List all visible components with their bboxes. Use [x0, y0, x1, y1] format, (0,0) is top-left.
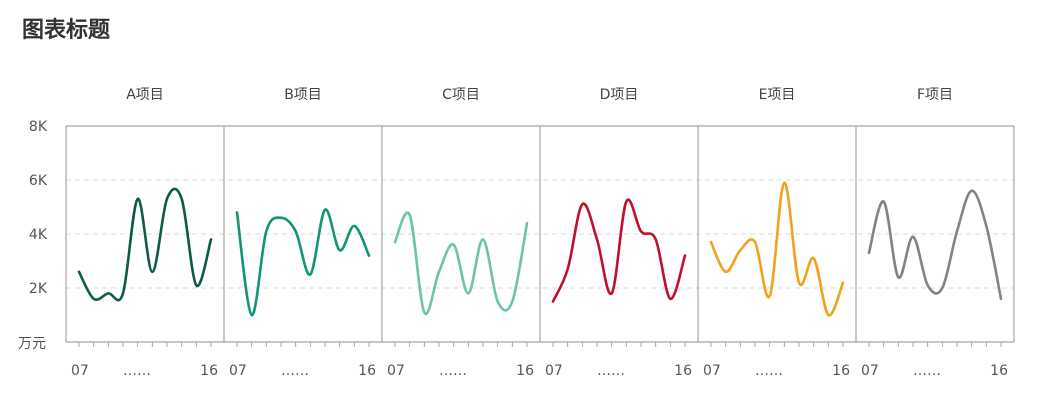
series-line-c — [393, 211, 529, 316]
x-tick-label: 07 — [229, 363, 247, 379]
y-tick-label: 8K — [29, 119, 48, 135]
x-tick-label: 07 — [387, 363, 405, 379]
x-tick-label: 16 — [832, 363, 850, 379]
x-tick-label: 07 — [703, 363, 721, 379]
y-tick-label: 2K — [29, 281, 48, 297]
series-line-f — [867, 189, 1003, 301]
panel-title: F项目 — [917, 87, 953, 103]
x-tick-label: …… — [597, 363, 625, 379]
y-unit-label: 万元 — [18, 336, 46, 352]
x-tick-label: 16 — [516, 363, 534, 379]
panel-title: E项目 — [759, 87, 796, 103]
series-line-b — [235, 208, 371, 317]
panel-title: D项目 — [600, 87, 639, 103]
x-tick-label: 16 — [358, 363, 376, 379]
x-tick-label: 07 — [545, 363, 563, 379]
x-tick-label: …… — [123, 363, 151, 379]
x-tick-label: …… — [439, 363, 467, 379]
x-tick-label: 07 — [71, 363, 89, 379]
series-line-a — [77, 187, 213, 302]
panel-title: A项目 — [126, 87, 164, 103]
x-tick-label: 07 — [861, 363, 879, 379]
x-tick-label: 16 — [990, 363, 1008, 379]
x-tick-label: 16 — [674, 363, 692, 379]
x-tick-label: 16 — [200, 363, 218, 379]
y-tick-label: 6K — [29, 173, 48, 189]
series-line-e — [709, 181, 845, 317]
panel-title: B项目 — [284, 87, 322, 103]
panel-title: C项目 — [442, 87, 480, 103]
series-line-d — [551, 198, 687, 303]
chart-title: 图表标题 — [22, 18, 111, 43]
y-tick-label: 4K — [29, 227, 48, 243]
x-tick-label: …… — [281, 363, 309, 379]
x-tick-label: …… — [913, 363, 941, 379]
x-tick-label: …… — [755, 363, 783, 379]
